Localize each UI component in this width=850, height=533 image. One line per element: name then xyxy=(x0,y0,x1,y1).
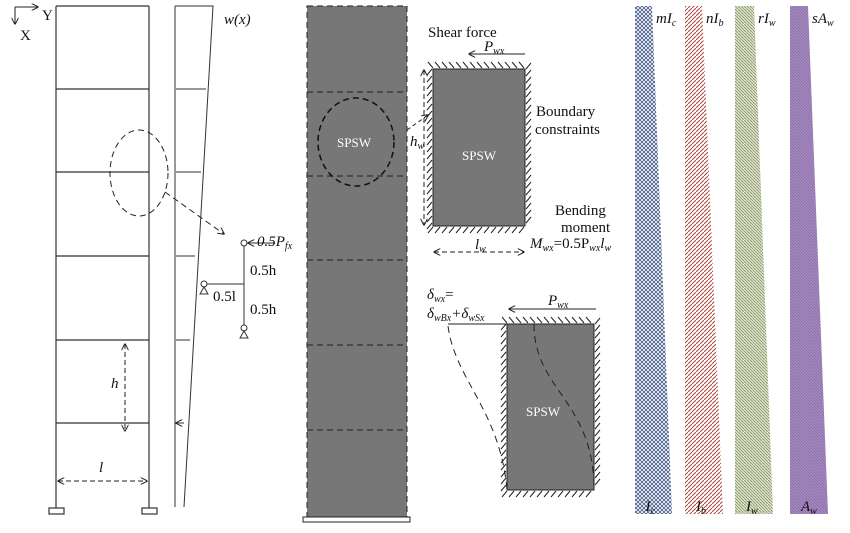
panel-top xyxy=(424,54,532,252)
detail-ellipse xyxy=(109,129,169,217)
stiffness-distribution: mIc Ic nIb Ib rIw Iw sAw Aw xyxy=(635,6,834,517)
bottom-force-label: Pwx xyxy=(547,293,569,311)
panel-height-label: hw xyxy=(410,134,425,152)
bottom-panel-label: SPSW xyxy=(526,404,561,419)
wall-column xyxy=(302,5,428,523)
detail-arrow xyxy=(164,191,224,234)
stiffness-bar-1 xyxy=(635,6,672,514)
substructure-model xyxy=(199,239,275,339)
bay-width-label: l xyxy=(99,460,103,476)
panel-width-label: lw xyxy=(475,237,486,255)
force-label: 0.5Pfx xyxy=(257,234,293,252)
bar-top-label-2: nIb xyxy=(706,11,724,29)
distributed-load xyxy=(175,5,214,508)
stiffness-bar-3 xyxy=(735,6,773,514)
axis-x-label: X xyxy=(20,28,31,44)
shear-force-title: Shear force xyxy=(428,25,497,41)
upper-half-label: 0.5h xyxy=(250,263,277,279)
load-label: w(x) xyxy=(224,12,251,28)
story-height-label: h xyxy=(111,376,119,392)
bar-bottom-label-2: Ib xyxy=(695,499,706,517)
frame xyxy=(48,5,158,515)
axis-indicator xyxy=(15,7,38,24)
bar-bottom-label-4: Aw xyxy=(800,499,817,517)
boundary-label-2: constraints xyxy=(535,122,600,138)
bar-top-label-3: rIw xyxy=(758,11,776,29)
half-bay-label: 0.5l xyxy=(213,289,236,305)
boundary-label-1: Boundary xyxy=(536,104,596,120)
bar-top-label-4: sAw xyxy=(812,11,834,29)
wall-panel-label: SPSW xyxy=(337,135,372,150)
stiffness-bar-4 xyxy=(790,6,828,514)
deflection-sum: δwBx+δwSx xyxy=(427,306,485,324)
stiffness-bar-2 xyxy=(685,6,723,514)
bar-top-label-1: mIc xyxy=(656,11,677,29)
panel-bottom xyxy=(447,309,601,498)
top-panel-label: SPSW xyxy=(462,148,497,163)
moment-label-1: Bending xyxy=(555,203,606,219)
bar-bottom-label-3: Iw xyxy=(745,499,758,517)
deflection-label: δwx= xyxy=(427,287,454,305)
bar-bottom-label-1: Ic xyxy=(645,499,656,517)
axis-y-label: Y xyxy=(42,8,53,24)
top-force-label: Pwx xyxy=(483,39,505,57)
moment-equation: Mwx=0.5Pwxlw xyxy=(529,236,611,254)
moment-label-2: moment xyxy=(561,220,611,236)
lower-half-label: 0.5h xyxy=(250,302,277,318)
